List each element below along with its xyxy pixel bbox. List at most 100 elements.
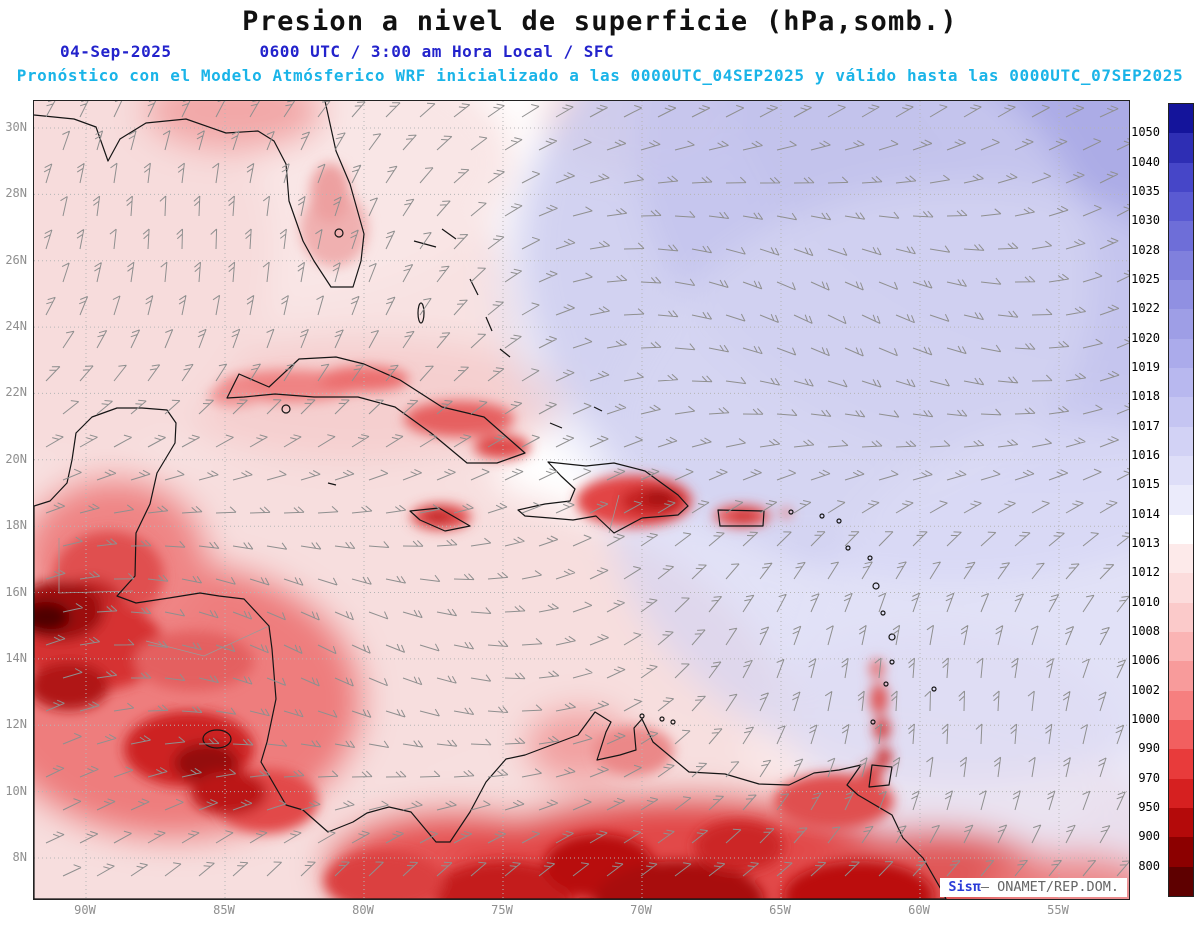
island-bonaire — [670, 719, 676, 725]
coast-gulf-florida — [34, 101, 365, 288]
pressure-shading-shape — [144, 101, 324, 151]
colorbar-segment — [1169, 104, 1193, 134]
coast-trinidad — [868, 764, 893, 788]
colorbar-tick-label: 1028 — [1131, 242, 1160, 257]
colorbar-tick-label: 1025 — [1131, 272, 1160, 286]
lat-tick-label: 14N — [5, 650, 27, 665]
colorbar-segment — [1169, 543, 1193, 574]
colorbar-segment — [1169, 866, 1193, 896]
colorbar-tick-label: 1014 — [1131, 506, 1160, 521]
colorbar-tick-label: 800 — [1138, 858, 1160, 873]
country-borders — [58, 494, 620, 657]
colorbar-segment — [1169, 514, 1193, 544]
colorbar-segment — [1169, 690, 1193, 720]
colorbar-segment — [1169, 455, 1193, 486]
border-mexico-guatemala — [58, 538, 134, 594]
pressure-shading-detail-shape — [643, 490, 675, 506]
pressure-shading-detail-shape — [870, 659, 884, 679]
forecast-time: 0600 UTC / 3:00 am Hora Local / SFC — [259, 42, 615, 61]
lat-tick-label: 12N — [5, 717, 27, 732]
colorbar-tick-label: 1016 — [1131, 448, 1160, 462]
colorbar-tick-label: 1012 — [1131, 565, 1160, 580]
island-antigua — [867, 555, 873, 561]
colorbar-tick-label: 900 — [1138, 829, 1160, 844]
watermark-org: — ONAMET/REP.DOM. — [980, 879, 1119, 895]
island-st-vincent — [883, 681, 889, 687]
lon-tick-label: 55W — [1047, 903, 1069, 917]
colorbar-tick-label: 990 — [1138, 741, 1160, 756]
isle-of-youth — [281, 404, 291, 414]
pressure-shading-detail-shape — [34, 662, 109, 710]
colorbar-segment — [1169, 837, 1193, 867]
colorbar-segment — [1169, 367, 1193, 398]
pressure-shading-detail-shape — [404, 401, 514, 437]
coast-hispaniola — [517, 461, 689, 534]
watermark: Sisπ— ONAMET/REP.DOM. — [940, 878, 1127, 897]
colorbar-segment — [1169, 221, 1193, 251]
coast-mainland-america — [34, 407, 947, 899]
pressure-shading-detail-shape — [870, 683, 888, 715]
border-haiti-dominican-republic — [608, 494, 620, 534]
colorbar-segment — [1169, 719, 1193, 750]
lon-tick-label: 75W — [491, 903, 513, 917]
watermark-brand: Sisπ — [948, 879, 981, 895]
coast-jamaica — [409, 507, 471, 532]
coast-turks — [593, 406, 603, 412]
coast-cayman — [327, 482, 337, 486]
pressure-shading-detail-shape — [874, 717, 890, 741]
colorbar-tick-label: 1017 — [1131, 418, 1160, 433]
colorbar-tick-label: 1040 — [1131, 154, 1160, 169]
lon-tick-label: 65W — [769, 903, 791, 917]
lat-tick-label: 10N — [5, 783, 27, 798]
island-st-kitts — [845, 545, 851, 551]
island-st-martin — [836, 518, 842, 524]
coast-andros — [417, 302, 425, 324]
lat-tick-label: 28N — [5, 186, 27, 201]
pressure-shading-detail-shape — [784, 861, 934, 899]
colorbar-tick-label: 1030 — [1131, 213, 1160, 228]
colorbar-tick-label: 1013 — [1131, 536, 1160, 550]
colorbar-tick-label: 1010 — [1131, 594, 1160, 609]
coast-grand-bahama — [413, 240, 437, 248]
colorbar-tick-label: 1000 — [1131, 712, 1160, 726]
pressure-shading-detail-shape — [594, 861, 764, 899]
island-martinique — [888, 633, 896, 641]
pressure-shading-detail-shape — [694, 820, 784, 872]
colorbar-segment — [1169, 250, 1193, 280]
lat-tick-label: 22N — [5, 385, 27, 400]
colorbar-tick-label: 1008 — [1131, 624, 1160, 638]
pressure-shading-shape — [494, 101, 1094, 541]
lat-tick-label: 26N — [5, 252, 27, 267]
lon-tick-label: 90W — [74, 903, 96, 917]
pressure-shading-detail-shape — [424, 509, 452, 523]
island-aruba — [639, 713, 645, 719]
island-virgin — [788, 509, 794, 515]
island-barbados — [931, 686, 937, 692]
forecast-date: 04-Sep-2025 — [60, 42, 172, 61]
colorbar-tick-label: 950 — [1138, 800, 1160, 814]
colorbar-segment — [1169, 426, 1193, 456]
coast-cuba — [226, 356, 526, 464]
colorbar-segment — [1169, 573, 1193, 603]
lat-tick-label: 8N — [12, 849, 27, 864]
lake-nicaragua — [202, 729, 232, 749]
colorbar-segment — [1169, 162, 1193, 192]
lon-tick-label: 70W — [630, 903, 652, 917]
island-dominica — [880, 610, 886, 616]
pressure-shading-detail-shape — [310, 163, 350, 223]
colorbar-strip — [1168, 103, 1194, 897]
colorbar-segment — [1169, 602, 1193, 632]
pressure-shading-detail-shape — [324, 851, 444, 899]
lake-okeechobee — [334, 228, 344, 238]
coastlines-layer — [34, 101, 947, 899]
colorbar-segment — [1169, 309, 1193, 339]
colorbar-tick-label: 1002 — [1131, 682, 1160, 697]
pressure-map-svg — [34, 101, 1129, 899]
colorbar-tick-label: 1035 — [1131, 184, 1160, 198]
pressure-shading-detail-shape — [319, 366, 409, 392]
colorbar-tick-label: 1019 — [1131, 360, 1160, 374]
pressure-shading-detail-shape — [34, 602, 70, 632]
colorbar-segment — [1169, 631, 1193, 662]
colorbar-segment — [1169, 807, 1193, 838]
coast-abaco — [441, 228, 457, 240]
